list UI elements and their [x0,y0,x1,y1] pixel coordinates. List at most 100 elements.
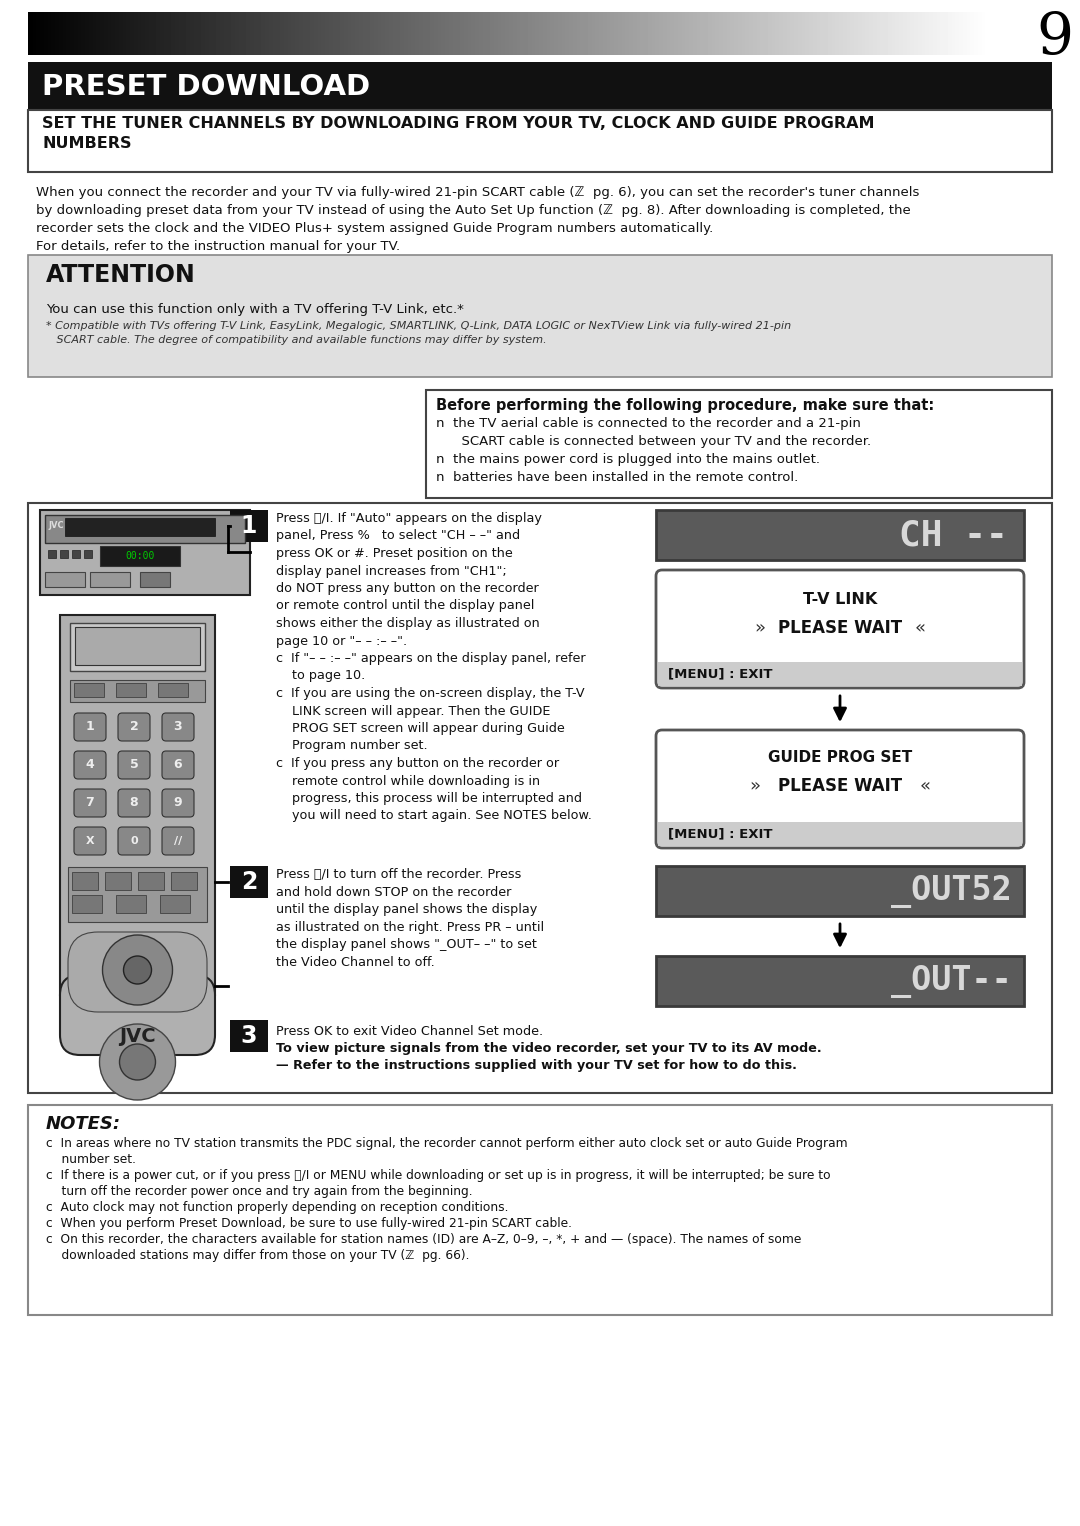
Text: shows either the display as illustrated on: shows either the display as illustrated … [276,617,540,630]
Text: NOTES:: NOTES: [46,1116,121,1132]
Text: press OK or #. Preset position on the: press OK or #. Preset position on the [276,546,513,560]
Text: For details, refer to the instruction manual for your TV.: For details, refer to the instruction ma… [36,240,400,253]
Text: _OUT--: _OUT-- [891,964,1012,998]
Text: or remote control until the display panel: or remote control until the display pane… [276,600,535,612]
Bar [656,510,1024,560]
Bar [100,546,180,566]
Bar [70,623,205,671]
Text: panel, Press %   to select "CH – –" and: panel, Press % to select "CH – –" and [276,530,521,543]
FancyBboxPatch shape [118,827,150,855]
Text: PROG SET screen will appear during Guide: PROG SET screen will appear during Guide [276,722,565,736]
Bar [65,517,215,536]
Text: downloaded stations may differ from those on your TV (ℤ  pg. 66).: downloaded stations may differ from thos… [46,1248,470,1262]
Circle shape [123,955,151,984]
Bar [28,255,1052,377]
Text: Program number set.: Program number set. [276,740,428,752]
Text: the display panel shows "_OUT– –" to set: the display panel shows "_OUT– –" to set [276,938,537,951]
Text: NUMBERS: NUMBERS [42,136,132,151]
Circle shape [103,935,173,1006]
FancyBboxPatch shape [656,571,1024,688]
Text: Press OK to exit Video Channel Set mode.: Press OK to exit Video Channel Set mode. [276,1025,543,1038]
Text: c  If you are using the on-screen display, the T-V: c If you are using the on-screen display… [276,687,584,700]
Bar [230,865,268,897]
Text: c  If "– – :– –" appears on the display panel, refer: c If "– – :– –" appears on the display p… [276,652,585,665]
Bar [70,681,205,702]
Text: [MENU] : EXIT: [MENU] : EXIT [669,827,772,841]
Text: recorder sets the clock and the VIDEO Plus+ system assigned Guide Program number: recorder sets the clock and the VIDEO Pl… [36,221,713,235]
FancyBboxPatch shape [162,789,194,816]
Bar [60,549,68,559]
Bar [160,896,190,913]
Bar [158,684,188,697]
Bar [68,867,207,922]
Text: 3: 3 [174,720,183,734]
Text: SCART cable is connected between your TV and the recorder.: SCART cable is connected between your TV… [436,435,872,449]
FancyBboxPatch shape [75,827,106,855]
Bar [116,896,146,913]
Bar [171,871,197,890]
FancyBboxPatch shape [75,751,106,778]
Text: 4: 4 [85,758,94,772]
Text: turn off the recorder power once and try again from the beginning.: turn off the recorder power once and try… [46,1186,473,1198]
Text: SET THE TUNER CHANNELS BY DOWNLOADING FROM YOUR TV, CLOCK AND GUIDE PROGRAM: SET THE TUNER CHANNELS BY DOWNLOADING FR… [42,116,875,131]
Bar [658,662,1022,687]
FancyBboxPatch shape [118,789,150,816]
Text: «: « [919,777,931,795]
Bar [28,63,1052,110]
Bar [72,896,102,913]
FancyBboxPatch shape [118,751,150,778]
Bar [72,549,80,559]
FancyBboxPatch shape [68,932,207,1012]
Text: you will need to start again. See NOTES below.: you will need to start again. See NOTES … [276,809,592,823]
Text: JVC: JVC [48,520,64,530]
Bar [656,955,1024,1006]
Bar [45,514,245,543]
Text: 1: 1 [241,514,257,539]
Bar [658,823,1022,845]
Bar [28,1105,1052,1315]
FancyBboxPatch shape [118,713,150,742]
Bar [138,871,164,890]
Bar [45,572,85,588]
Bar [230,1019,268,1051]
Text: PRESET DOWNLOAD: PRESET DOWNLOAD [42,73,370,101]
Text: by downloading preset data from your TV instead of using the Auto Set Up functio: by downloading preset data from your TV … [36,204,910,217]
Bar [75,684,104,697]
Text: Press ⏻/I. If "Auto" appears on the display: Press ⏻/I. If "Auto" appears on the disp… [276,513,542,525]
Text: LINK screen will appear. Then the GUIDE: LINK screen will appear. Then the GUIDE [276,705,551,717]
Text: c  If there is a power cut, or if you press ⏻/I or MENU while downloading or set: c If there is a power cut, or if you pre… [46,1169,831,1183]
Text: c  If you press any button on the recorder or: c If you press any button on the recorde… [276,757,559,771]
Text: c  When you perform Preset Download, be sure to use fully-wired 21-pin SCART cab: c When you perform Preset Download, be s… [46,1218,572,1230]
Text: 9: 9 [1037,11,1074,66]
Text: as illustrated on the right. Press PR – until: as illustrated on the right. Press PR – … [276,920,544,934]
Bar [656,865,1024,916]
Text: 8: 8 [130,797,138,809]
Text: n  the mains power cord is plugged into the mains outlet.: n the mains power cord is plugged into t… [436,453,820,465]
Text: Press ⏻/I to turn off the recorder. Press: Press ⏻/I to turn off the recorder. Pres… [276,868,522,881]
Text: 7: 7 [85,797,94,809]
Bar [60,615,215,995]
Text: [MENU] : EXIT: [MENU] : EXIT [669,667,772,681]
Text: display panel increases from "CH1";: display panel increases from "CH1"; [276,565,507,577]
Circle shape [120,1044,156,1080]
Text: //: // [174,836,183,845]
Text: «: « [915,620,926,636]
Bar [105,871,131,890]
Bar [90,572,130,588]
Text: »: » [755,620,766,636]
Text: 0: 0 [131,836,138,845]
Text: SCART cable. The degree of compatibility and available functions may differ by s: SCART cable. The degree of compatibility… [46,336,546,345]
Text: »: » [750,777,760,795]
Text: n  batteries have been installed in the remote control.: n batteries have been installed in the r… [436,472,798,484]
FancyBboxPatch shape [162,827,194,855]
Circle shape [99,1024,175,1100]
Text: CH --: CH -- [900,517,1008,552]
Text: progress, this process will be interrupted and: progress, this process will be interrupt… [276,792,582,806]
FancyBboxPatch shape [656,729,1024,848]
Text: 2: 2 [241,870,257,894]
Text: 2: 2 [130,720,138,734]
Text: 1: 1 [85,720,94,734]
Text: to page 10.: to page 10. [276,670,365,682]
Bar [28,110,1052,172]
Bar [426,391,1052,497]
